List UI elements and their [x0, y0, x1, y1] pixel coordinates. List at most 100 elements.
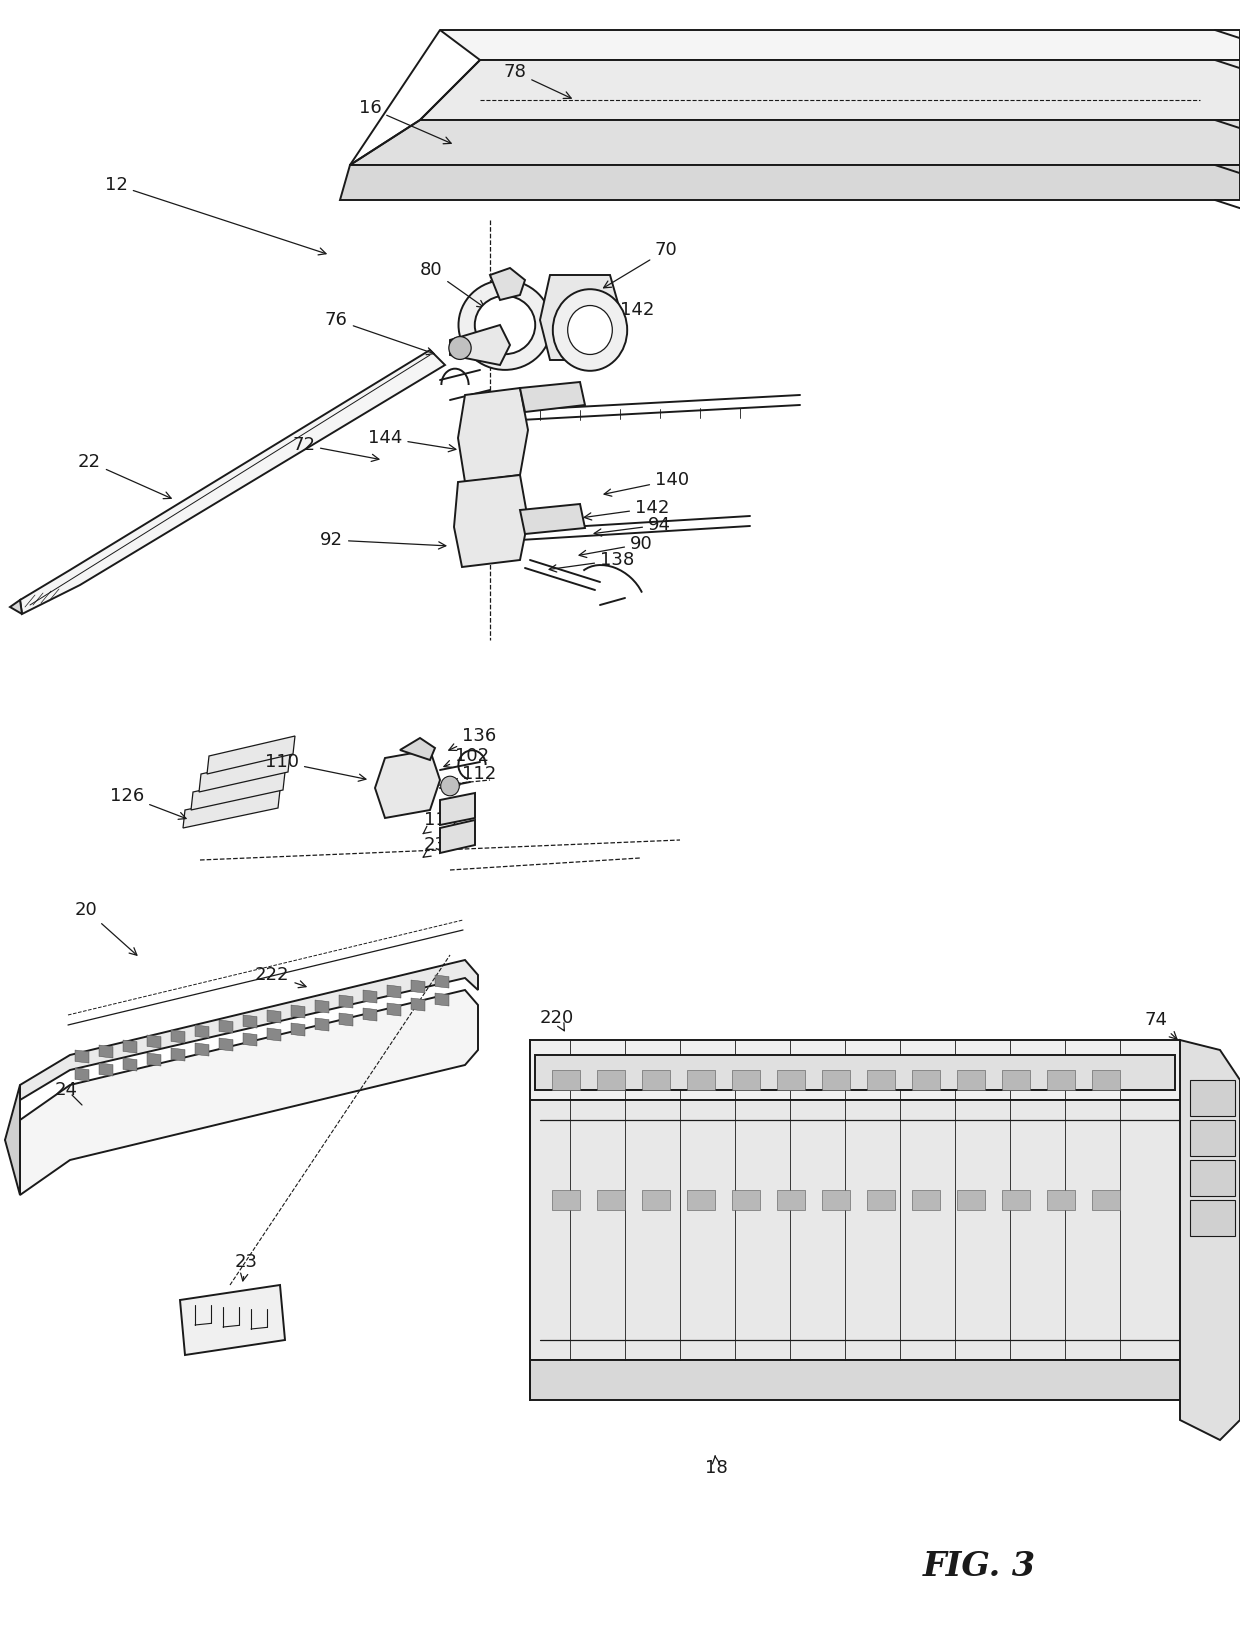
- Polygon shape: [440, 819, 475, 854]
- Polygon shape: [339, 996, 353, 1009]
- Polygon shape: [315, 1018, 329, 1031]
- Polygon shape: [420, 60, 1240, 121]
- Polygon shape: [490, 268, 525, 300]
- Text: 136: 136: [449, 726, 496, 751]
- Text: 78: 78: [503, 64, 572, 98]
- Polygon shape: [520, 382, 585, 411]
- Polygon shape: [363, 991, 377, 1004]
- Polygon shape: [596, 1071, 625, 1090]
- Polygon shape: [520, 504, 585, 534]
- Polygon shape: [534, 1054, 1176, 1090]
- Polygon shape: [20, 349, 445, 614]
- Polygon shape: [198, 754, 290, 792]
- Polygon shape: [777, 1190, 805, 1209]
- Polygon shape: [291, 1005, 305, 1018]
- Polygon shape: [1092, 1071, 1120, 1090]
- Polygon shape: [5, 1085, 20, 1195]
- Polygon shape: [99, 1062, 113, 1075]
- Polygon shape: [219, 1020, 233, 1033]
- Polygon shape: [180, 1284, 285, 1355]
- Polygon shape: [387, 1004, 401, 1017]
- Polygon shape: [99, 1044, 113, 1058]
- Polygon shape: [1190, 1160, 1235, 1196]
- Text: 12: 12: [105, 176, 326, 255]
- Text: 22: 22: [78, 454, 171, 499]
- Polygon shape: [440, 29, 1240, 60]
- Polygon shape: [363, 1009, 377, 1022]
- Polygon shape: [1047, 1071, 1075, 1090]
- Polygon shape: [529, 1100, 1210, 1381]
- Polygon shape: [777, 1071, 805, 1090]
- Text: 144: 144: [368, 429, 456, 452]
- Polygon shape: [552, 1190, 580, 1209]
- Polygon shape: [642, 1190, 670, 1209]
- Polygon shape: [74, 1067, 89, 1080]
- Polygon shape: [732, 1190, 760, 1209]
- Ellipse shape: [449, 336, 471, 359]
- Polygon shape: [435, 992, 449, 1005]
- Polygon shape: [867, 1190, 895, 1209]
- Polygon shape: [148, 1053, 161, 1066]
- Polygon shape: [123, 1040, 136, 1053]
- Polygon shape: [350, 121, 1240, 165]
- Polygon shape: [171, 1030, 185, 1043]
- Text: 142: 142: [584, 499, 670, 521]
- Polygon shape: [822, 1190, 849, 1209]
- Polygon shape: [267, 1028, 281, 1041]
- Polygon shape: [20, 991, 477, 1195]
- Polygon shape: [1190, 1080, 1235, 1116]
- Polygon shape: [822, 1071, 849, 1090]
- Polygon shape: [74, 1049, 89, 1062]
- Polygon shape: [184, 790, 280, 827]
- Polygon shape: [1092, 1190, 1120, 1209]
- Polygon shape: [207, 736, 295, 774]
- Polygon shape: [410, 979, 425, 992]
- Text: 20: 20: [74, 901, 136, 955]
- Text: 80: 80: [420, 261, 485, 307]
- Polygon shape: [243, 1015, 257, 1028]
- Polygon shape: [401, 738, 435, 761]
- Polygon shape: [867, 1071, 895, 1090]
- Polygon shape: [171, 1048, 185, 1061]
- Polygon shape: [450, 325, 510, 366]
- Text: 114: 114: [423, 811, 459, 834]
- Polygon shape: [340, 165, 1240, 201]
- Polygon shape: [1002, 1071, 1030, 1090]
- Text: 94: 94: [594, 516, 671, 537]
- Polygon shape: [911, 1071, 940, 1090]
- Text: 72: 72: [291, 436, 379, 462]
- Polygon shape: [1190, 1200, 1235, 1235]
- Polygon shape: [195, 1025, 210, 1038]
- Text: 70: 70: [604, 242, 678, 287]
- Polygon shape: [552, 1071, 580, 1090]
- Text: 126: 126: [110, 787, 186, 819]
- Polygon shape: [957, 1190, 985, 1209]
- Polygon shape: [642, 1071, 670, 1090]
- Text: 220: 220: [539, 1009, 574, 1031]
- Polygon shape: [911, 1190, 940, 1209]
- Ellipse shape: [440, 777, 459, 796]
- Polygon shape: [195, 1043, 210, 1056]
- Polygon shape: [529, 1040, 1210, 1120]
- Polygon shape: [458, 388, 528, 481]
- Polygon shape: [440, 793, 475, 826]
- Text: 90: 90: [579, 535, 652, 558]
- Text: FIG. 3: FIG. 3: [923, 1550, 1037, 1583]
- Text: 142: 142: [574, 300, 655, 330]
- Text: 222: 222: [255, 966, 306, 987]
- Polygon shape: [148, 1035, 161, 1048]
- Polygon shape: [387, 986, 401, 999]
- Polygon shape: [1002, 1190, 1030, 1209]
- Polygon shape: [1180, 1040, 1240, 1439]
- Text: 140: 140: [604, 472, 689, 496]
- Text: 112: 112: [451, 765, 496, 785]
- Text: 24: 24: [55, 1080, 78, 1098]
- Polygon shape: [454, 475, 528, 566]
- Polygon shape: [243, 1033, 257, 1046]
- Text: 92: 92: [320, 530, 446, 548]
- Polygon shape: [596, 1190, 625, 1209]
- Text: 74: 74: [1145, 1010, 1177, 1040]
- Text: 18: 18: [706, 1456, 728, 1477]
- Polygon shape: [123, 1058, 136, 1071]
- Text: 16: 16: [358, 100, 451, 144]
